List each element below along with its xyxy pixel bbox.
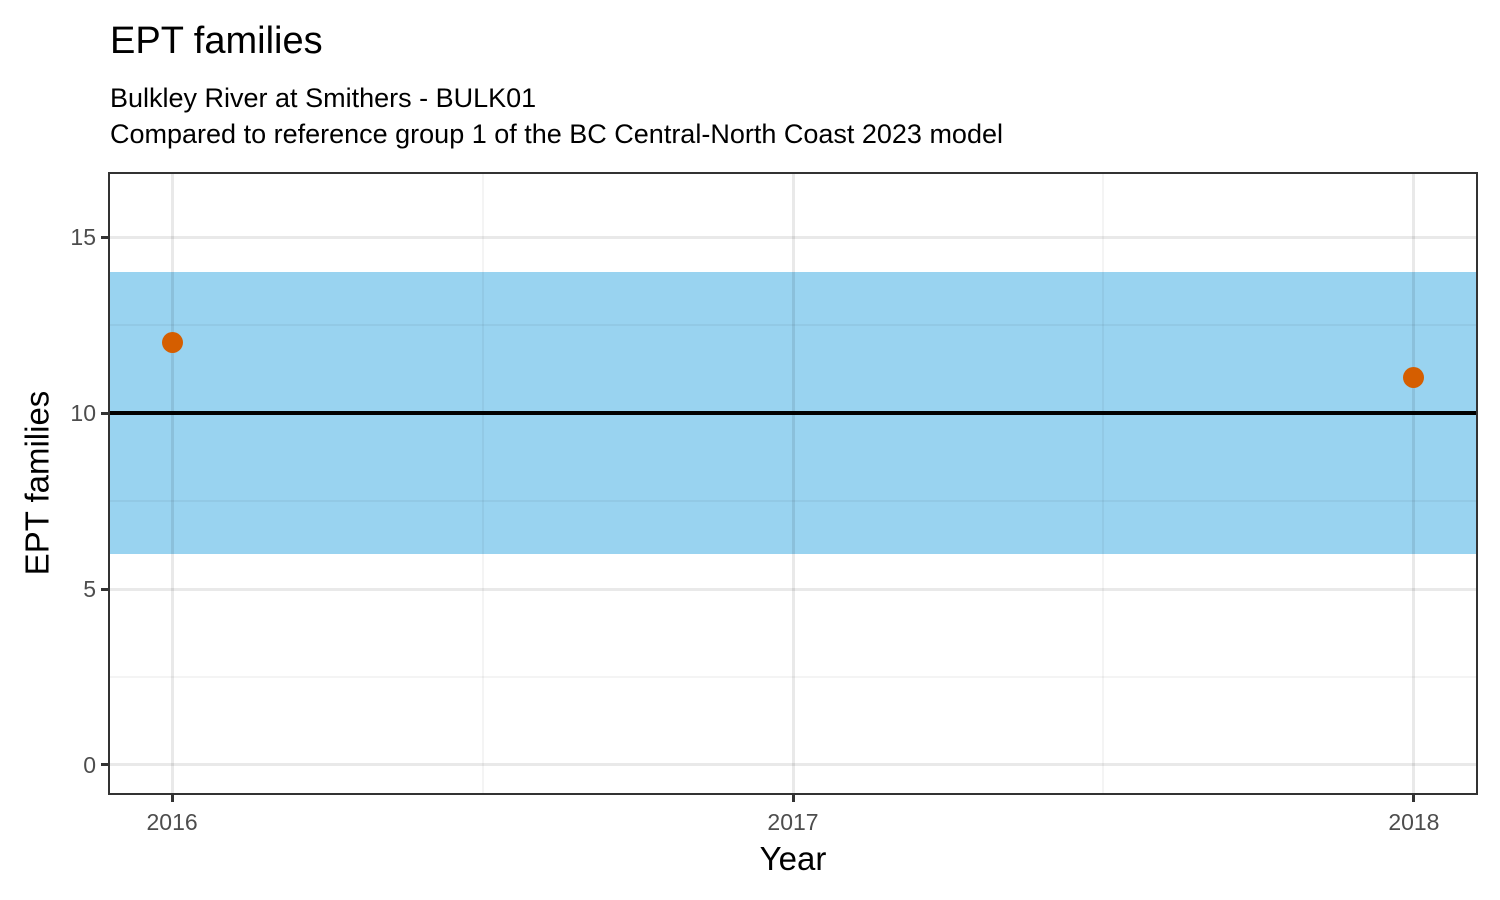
reference-line xyxy=(110,411,1476,416)
gridline-x-major xyxy=(170,174,174,793)
gridline-x-minor xyxy=(1102,174,1105,793)
x-tick-mark xyxy=(791,793,795,802)
x-tick-label: 2018 xyxy=(1388,809,1440,835)
y-tick-label: 15 xyxy=(70,224,96,251)
gridline-y-major xyxy=(110,235,1476,239)
gridline-y-minor xyxy=(110,324,1476,327)
x-tick-label: 2017 xyxy=(767,809,819,835)
x-tick-mark xyxy=(1412,793,1416,802)
chart-subtitle-line2: Compared to reference group 1 of the BC … xyxy=(110,119,1003,149)
data-point xyxy=(1403,367,1425,389)
y-axis-title: EPT families xyxy=(18,390,56,576)
gridline-y-minor xyxy=(110,500,1476,503)
chart-subtitle: Bulkley River at Smithers - BULK01 Compa… xyxy=(110,80,1003,152)
y-tick-label: 10 xyxy=(70,400,96,427)
y-tick-mark xyxy=(101,763,110,767)
gridline-y-minor xyxy=(110,675,1476,678)
plot-panel xyxy=(110,174,1476,793)
gridline-y-major xyxy=(110,587,1476,591)
gridline-x-major xyxy=(791,174,795,793)
y-tick-mark xyxy=(101,411,110,415)
data-point xyxy=(161,332,183,354)
gridline-y-major xyxy=(110,763,1476,767)
y-tick-label: 5 xyxy=(83,576,96,602)
y-tick-label: 0 xyxy=(83,751,96,778)
gridline-x-major xyxy=(1412,174,1416,793)
chart-title: EPT families xyxy=(110,20,323,62)
y-tick-mark xyxy=(101,235,110,239)
x-axis-title: Year xyxy=(759,840,827,877)
x-tick-label: 2016 xyxy=(146,809,198,835)
gridline-x-minor xyxy=(481,174,484,793)
y-tick-mark xyxy=(101,587,110,591)
chart-subtitle-line1: Bulkley River at Smithers - BULK01 xyxy=(110,83,537,113)
x-tick-mark xyxy=(170,793,174,802)
